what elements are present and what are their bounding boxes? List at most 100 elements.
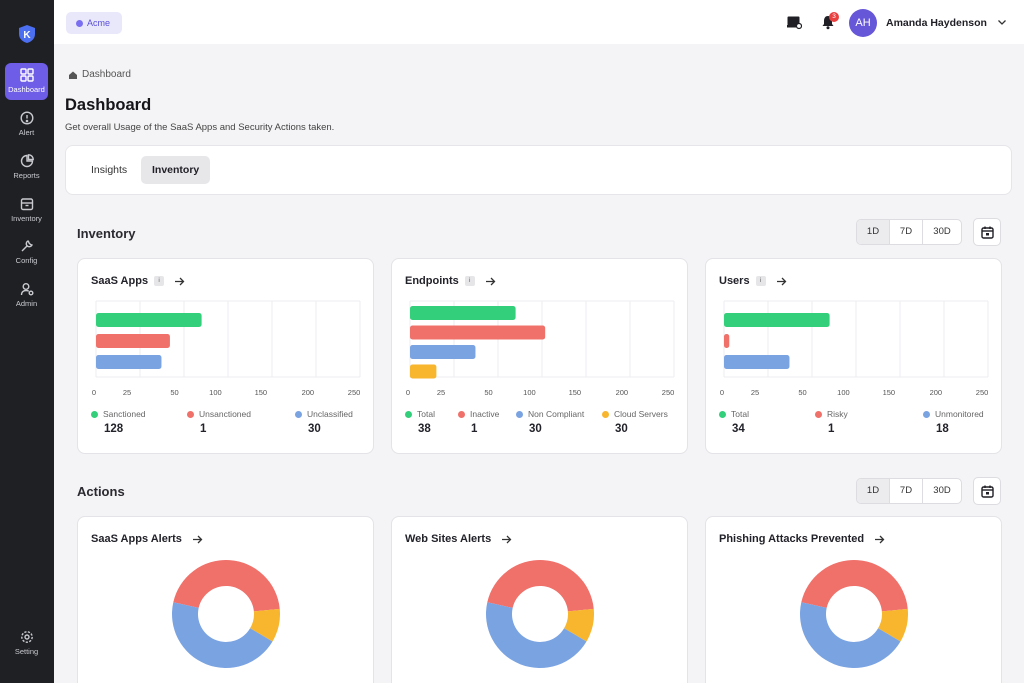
donut-chart xyxy=(486,560,594,668)
legend-label: Inactive xyxy=(458,409,499,419)
chart-bar[interactable] xyxy=(410,345,476,359)
tick-label: 150 xyxy=(883,388,896,397)
donut-slice[interactable] xyxy=(250,608,280,642)
donut-slice[interactable] xyxy=(800,602,901,668)
legend-value: 1 xyxy=(828,423,835,435)
donut-slice[interactable] xyxy=(487,560,594,612)
legend-label-text: Risky xyxy=(827,409,848,419)
chart-bar[interactable] xyxy=(724,355,790,369)
arrow-right-icon[interactable] xyxy=(174,276,185,287)
messages-icon[interactable] xyxy=(786,14,802,30)
chart-bar[interactable] xyxy=(410,325,546,340)
sidebar-item-config[interactable]: Config xyxy=(5,234,48,271)
tick-label: 200 xyxy=(930,388,943,397)
brand-logo-icon[interactable]: K xyxy=(17,24,37,44)
card-title[interactable]: SaaS Apps i xyxy=(91,275,185,287)
chart-bar[interactable] xyxy=(724,313,830,327)
range-30d-button[interactable]: 30D xyxy=(922,479,961,503)
tab-bar: Insights Inventory xyxy=(65,145,1012,195)
donut-slice[interactable] xyxy=(486,602,587,668)
legend-item: Inactive 1 xyxy=(458,409,499,435)
info-icon[interactable]: i xyxy=(755,276,766,286)
bar-chart: 0 25 50 100 150 200 250 xyxy=(406,300,675,397)
sidebar-item-label: Alert xyxy=(18,128,35,137)
section-title-actions: Actions xyxy=(77,484,125,499)
page-subtitle: Get overall Usage of the SaaS Apps and S… xyxy=(65,122,335,133)
inventory-card: Users i 0 25 50 100 150 200 250 Total 34 Risky 1 Unmo… xyxy=(705,258,1002,454)
card-title-text: Phishing Attacks Prevented xyxy=(719,533,865,545)
arrow-right-icon[interactable] xyxy=(192,534,203,545)
alert-icon xyxy=(19,111,34,125)
tick-label: 200 xyxy=(302,388,315,397)
card-title[interactable]: Users i xyxy=(719,275,787,287)
legend-label-text: Unsanctioned xyxy=(199,409,251,419)
legend-dot xyxy=(815,410,822,418)
legend-dot xyxy=(602,410,609,418)
sidebar-item-alert[interactable]: Alert xyxy=(5,106,48,143)
legend-value: 30 xyxy=(308,423,321,435)
config-icon xyxy=(21,240,33,252)
actions-calendar-button[interactable] xyxy=(973,477,1001,505)
tab-insights[interactable]: Insights xyxy=(91,164,128,176)
card-title[interactable]: SaaS Apps Alerts xyxy=(91,533,203,545)
legend-label-text: Unclassified xyxy=(307,409,353,419)
range-7d-button[interactable]: 7D xyxy=(889,220,922,244)
tick-label: 0 xyxy=(406,388,410,397)
home-icon xyxy=(69,71,77,79)
legend-dot xyxy=(516,410,523,418)
section-title-inventory: Inventory xyxy=(77,226,136,241)
range-30d-button[interactable]: 30D xyxy=(922,220,961,244)
sidebar-item-dashboard[interactable]: Dashboard xyxy=(5,63,48,100)
arrow-right-icon[interactable] xyxy=(874,534,885,545)
range-7d-button[interactable]: 7D xyxy=(889,479,922,503)
sidebar-item-setting[interactable]: Setting xyxy=(5,625,48,662)
chart-bar[interactable] xyxy=(96,334,170,348)
tick-label: 25 xyxy=(437,388,445,397)
inventory-calendar-button[interactable] xyxy=(973,218,1001,246)
arrow-right-icon[interactable] xyxy=(776,276,787,287)
donut-slice[interactable] xyxy=(878,608,908,642)
range-1d-button[interactable]: 1D xyxy=(857,479,889,503)
breadcrumb[interactable]: Dashboard xyxy=(68,69,131,80)
tick-label: 250 xyxy=(348,388,361,397)
chart-bar[interactable] xyxy=(410,364,437,379)
legend-dot xyxy=(923,410,930,418)
donut-slice[interactable] xyxy=(801,560,908,612)
range-1d-button[interactable]: 1D xyxy=(857,220,889,244)
donut-slice[interactable] xyxy=(173,560,280,612)
info-icon[interactable]: i xyxy=(464,276,475,286)
sidebar-item-label: Reports xyxy=(13,171,40,180)
tick-label: 250 xyxy=(662,388,675,397)
legend-label: Sanctioned xyxy=(91,409,146,419)
donut-slice[interactable] xyxy=(564,608,594,642)
donut-chart xyxy=(800,560,908,668)
legend-label-text: Sanctioned xyxy=(103,409,146,419)
card-title[interactable]: Endpoints i xyxy=(405,275,496,287)
legend-label: Risky xyxy=(815,409,848,419)
info-icon[interactable]: i xyxy=(154,276,165,286)
chart-bar[interactable] xyxy=(96,313,202,327)
chevron-down-icon[interactable] xyxy=(997,17,1007,27)
card-title[interactable]: Phishing Attacks Prevented xyxy=(719,533,885,545)
chart-bar[interactable] xyxy=(410,306,516,320)
sidebar-item-reports[interactable]: Reports xyxy=(5,149,48,186)
org-switcher[interactable]: Acme xyxy=(66,12,122,34)
avatar[interactable]: AH xyxy=(849,9,877,37)
admin-icon xyxy=(20,283,33,296)
sidebar-item-admin[interactable]: Admin xyxy=(5,277,48,314)
topbar: Acme 3 AH Amanda Haydenson xyxy=(54,0,1024,44)
user-name[interactable]: Amanda Haydenson xyxy=(886,17,987,29)
legend-dot xyxy=(458,410,465,418)
legend-item: Total 34 xyxy=(719,409,749,435)
chart-bar[interactable] xyxy=(96,355,162,369)
donut-slice[interactable] xyxy=(172,602,273,668)
card-title[interactable]: Web Sites Alerts xyxy=(405,533,512,545)
arrow-right-icon[interactable] xyxy=(485,276,496,287)
legend-item: Sanctioned 128 xyxy=(91,409,146,435)
tab-inventory[interactable]: Inventory xyxy=(141,156,211,184)
sidebar-item-label: Setting xyxy=(14,647,39,656)
chart-bar[interactable] xyxy=(724,334,730,348)
sidebar-item-inventory[interactable]: Inventory xyxy=(5,192,48,229)
arrow-right-icon[interactable] xyxy=(501,534,512,545)
tick-label: 100 xyxy=(523,388,536,397)
